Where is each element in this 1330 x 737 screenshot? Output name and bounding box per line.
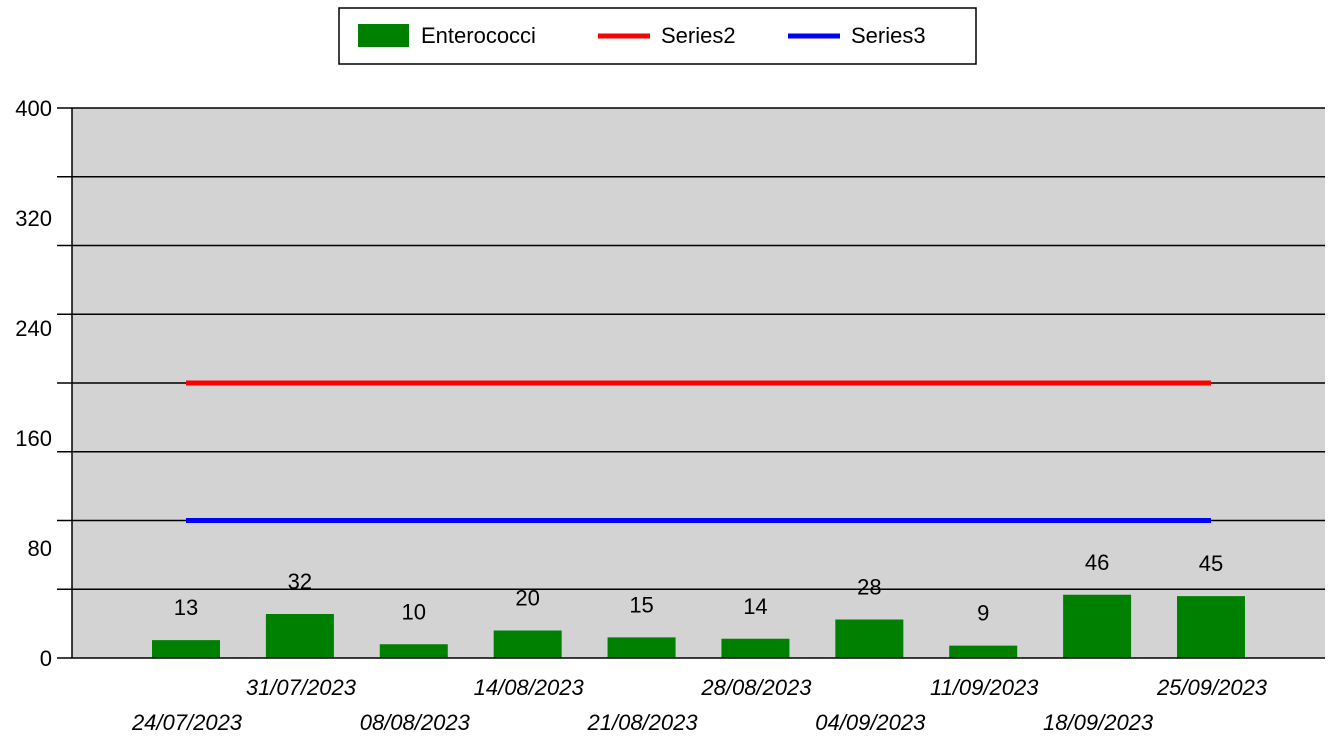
legend-label-enterococci: Enterococci [421,23,536,48]
legend-swatch-enterococci [358,24,409,47]
line-series [186,380,1211,523]
y-tick-label: 240 [15,316,52,341]
data-label: 9 [977,601,989,626]
y-tick-label: 400 [15,96,52,121]
data-label: 10 [402,599,426,624]
x-tick-label: 11/09/2023 [930,675,1039,700]
data-label: 15 [629,592,653,617]
x-tick-label: 18/09/2023 [1043,710,1154,735]
data-label: 13 [174,595,198,620]
bar [152,640,220,658]
bar [721,638,790,658]
bar-series [152,594,1245,658]
data-label: 45 [1199,551,1223,576]
y-tick-label: 160 [15,426,52,451]
legend-box [338,7,977,65]
data-label: 32 [288,569,312,594]
bar [493,630,562,658]
y-tick-label: 0 [40,646,52,671]
data-label: 28 [857,575,881,600]
bar [949,645,1018,658]
bar [835,619,904,658]
data-label: 20 [515,586,539,611]
axes [57,108,1325,659]
data-label: 14 [743,594,767,619]
x-tick-label: 24/07/2023 [131,710,243,735]
legend: Enterococci Series2 Series3 [338,7,977,65]
data-labels: 13 32 10 20 15 14 28 9 46 45 [174,550,1223,626]
bar [265,614,334,658]
legend-label-series2: Series2 [661,23,736,48]
y-tick-label: 320 [15,206,52,231]
legend-label-series3: Series3 [851,23,926,48]
data-label: 46 [1085,550,1109,575]
y-tick-labels: 0 80 160 240 320 400 [15,96,52,671]
x-tick-label: 28/08/2023 [700,675,812,700]
bar [379,644,448,658]
y-tick-label: 80 [28,536,52,561]
x-tick-label: 04/09/2023 [815,710,926,735]
bar [1177,596,1245,658]
x-tick-label: 21/08/2023 [587,710,699,735]
bar [1063,594,1132,658]
x-tick-label: 14/08/2023 [474,675,585,700]
x-tick-label: 08/08/2023 [360,710,471,735]
x-tick-label: 31/07/2023 [246,675,357,700]
x-tick-label: 25/09/2023 [1156,675,1268,700]
bar [607,637,676,658]
x-tick-labels: 24/07/202331/07/202308/08/202314/08/2023… [131,675,1268,735]
